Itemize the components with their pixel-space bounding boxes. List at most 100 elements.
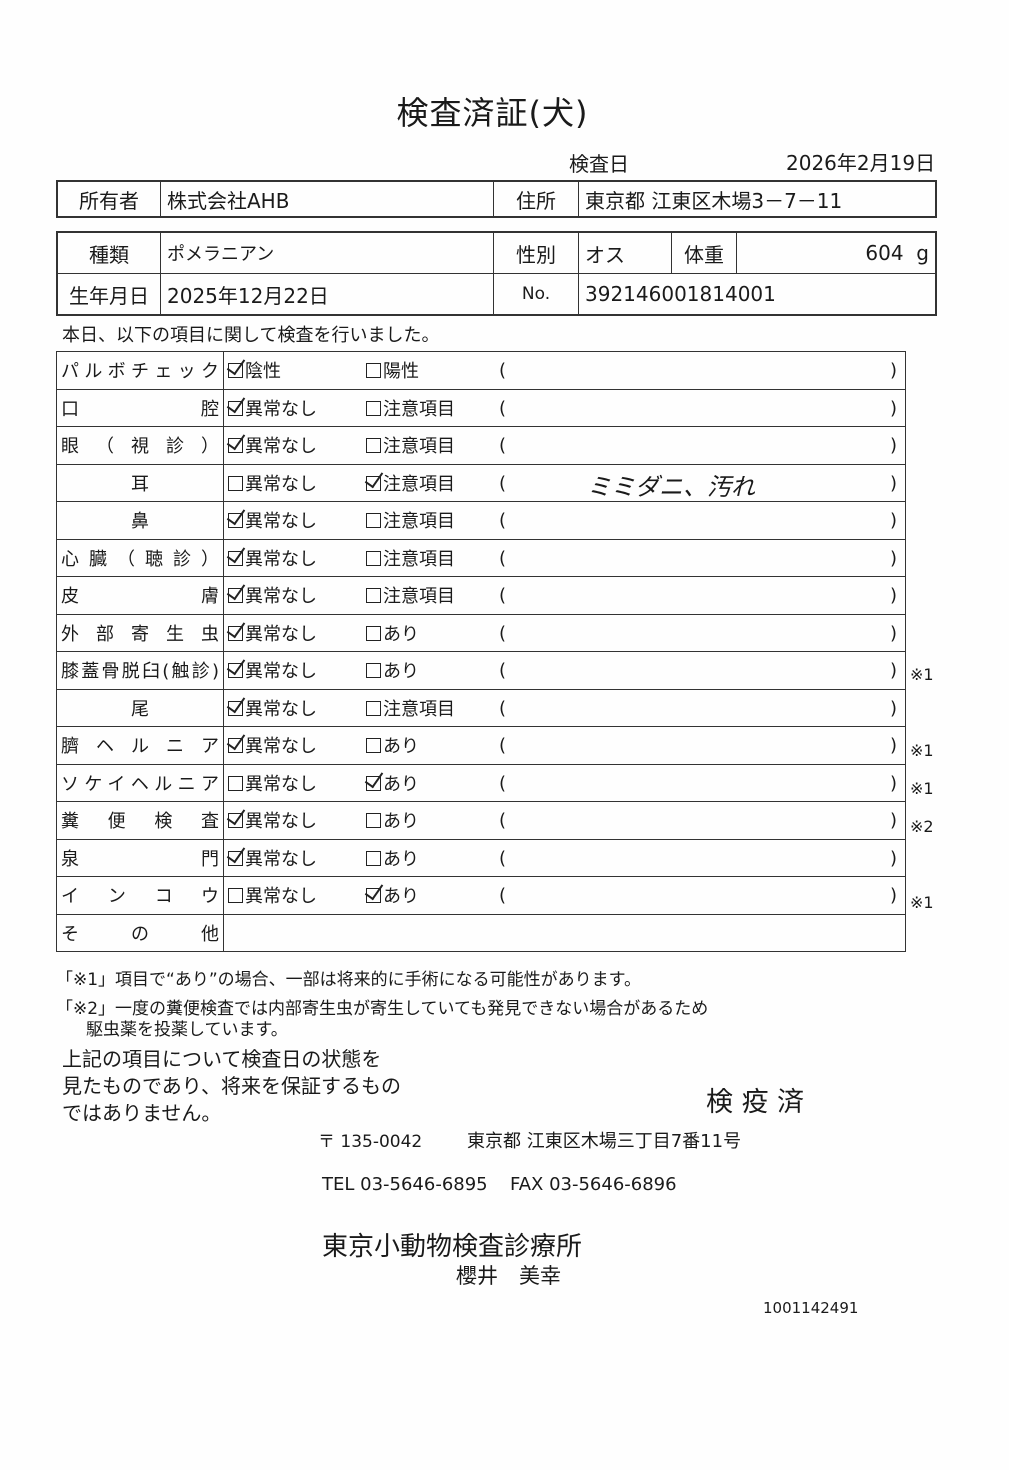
paren-close: ) [889, 547, 897, 569]
checked-checkbox-icon[interactable] [228, 625, 243, 641]
checkbox-icon[interactable] [366, 625, 381, 641]
footnote-1: 「※1」項目で“あり”の場合、一部は将来的に手術になる可能性があります。 [56, 970, 641, 990]
option-label: 異常なし [245, 886, 317, 908]
paren-open: ( [499, 772, 507, 794]
sex-value: オス [578, 231, 672, 274]
option-2[interactable]: あり [362, 651, 497, 690]
option-2[interactable]: あり [362, 613, 497, 652]
option-label: 注意項目 [383, 586, 455, 608]
checked-checkbox-icon[interactable] [228, 513, 243, 529]
checked-checkbox-icon[interactable] [228, 438, 243, 454]
checked-checkbox-icon[interactable] [228, 738, 243, 754]
option-1[interactable]: 異常なし [223, 876, 362, 915]
option-1[interactable]: 異常なし [223, 726, 362, 765]
checkbox-icon[interactable] [366, 550, 381, 566]
checkbox-icon[interactable] [228, 775, 243, 791]
option-2[interactable]: あり [362, 801, 497, 840]
checked-checkbox-icon[interactable] [228, 400, 243, 416]
checkbox-icon[interactable] [366, 738, 381, 754]
option-2[interactable]: あり [362, 763, 497, 802]
checked-checkbox-icon[interactable] [366, 775, 381, 791]
option-1[interactable]: 異常なし [223, 538, 362, 577]
checked-checkbox-icon[interactable] [228, 850, 243, 866]
checkbox-icon[interactable] [366, 813, 381, 829]
option-2[interactable]: 注意項目 [362, 688, 497, 727]
checkbox-icon[interactable] [366, 588, 381, 604]
footnote-mark: ※1 [910, 664, 934, 684]
checked-checkbox-icon[interactable] [228, 813, 243, 829]
checked-checkbox-icon[interactable] [228, 550, 243, 566]
owner-value: 株式会社AHB [160, 180, 494, 218]
option-1[interactable]: 異常なし [223, 613, 362, 652]
checked-checkbox-icon[interactable] [228, 363, 243, 379]
option-1[interactable]: 異常なし [223, 651, 362, 690]
intro-text: 本日、以下の項目に関して検査を行いました。 [62, 325, 440, 346]
option-2[interactable]: 陽性 [362, 351, 497, 390]
paren-close: ) [889, 622, 897, 644]
address-label: 住所 [493, 180, 579, 218]
paren-close: ) [889, 585, 897, 606]
option-1[interactable]: 異常なし [223, 388, 362, 427]
option-2[interactable]: 注意項目 [362, 463, 497, 502]
paren-open: ( [499, 735, 507, 756]
option-label: あり [383, 848, 419, 870]
option-2[interactable]: 注意項目 [362, 538, 497, 577]
checked-checkbox-icon[interactable] [228, 700, 243, 716]
option-1[interactable]: 異常なし [223, 426, 362, 465]
checked-checkbox-icon[interactable] [366, 888, 381, 904]
checkbox-icon[interactable] [228, 475, 243, 491]
item-label: 心臓（聴診） [56, 538, 224, 577]
option-2[interactable]: あり [362, 838, 497, 877]
option-label: あり [383, 623, 419, 645]
checkbox-icon[interactable] [228, 888, 243, 904]
option-1[interactable]: 異常なし [223, 763, 362, 802]
option-label: 異常なし [245, 773, 317, 795]
option-label: 注意項目 [383, 398, 455, 420]
option-2[interactable]: 注意項目 [362, 576, 497, 615]
checked-checkbox-icon[interactable] [228, 588, 243, 604]
item-label: ソケイヘルニア [56, 763, 224, 802]
handwritten-note: ミミダニ、汚れ [587, 472, 755, 501]
checked-checkbox-icon[interactable] [228, 663, 243, 679]
note-cell: () [497, 726, 906, 765]
paren-close: ) [889, 510, 897, 531]
option-label: 異常なし [245, 473, 317, 495]
clinic-tel: TEL 03-5646-6895 [322, 1174, 488, 1195]
checkbox-icon[interactable] [366, 363, 381, 379]
checked-checkbox-icon[interactable] [366, 475, 381, 491]
paren-close: ) [889, 847, 897, 869]
inspection-row: 口腔 異常なし 注意項目 () [56, 388, 906, 427]
item-label: 外部寄生虫 [56, 613, 224, 652]
option-1[interactable]: 異常なし [223, 801, 362, 840]
option-1[interactable]: 陰性 [223, 351, 362, 390]
option-2[interactable]: あり [362, 876, 497, 915]
option-1[interactable]: 異常なし [223, 688, 362, 727]
item-label: 臍ヘルニア [56, 726, 224, 765]
inspection-row: 泉門 異常なし あり () [56, 838, 906, 877]
item-label: 鼻 [56, 501, 224, 540]
checkbox-icon[interactable] [366, 700, 381, 716]
disclaimer-line: ではありません。 [62, 1101, 222, 1125]
note-cell: () [497, 688, 906, 727]
option-2[interactable]: 注意項目 [362, 501, 497, 540]
item-label: 眼（視診） [56, 426, 224, 465]
option-label: 陽性 [383, 361, 419, 383]
paren-close: ) [889, 735, 897, 756]
option-2[interactable]: 注意項目 [362, 426, 497, 465]
option-2[interactable]: 注意項目 [362, 388, 497, 427]
checkbox-icon[interactable] [366, 513, 381, 529]
option-1[interactable]: 異常なし [223, 463, 362, 502]
checkbox-icon[interactable] [366, 850, 381, 866]
exam-date-label: 検査日 [569, 152, 629, 176]
option-2[interactable]: あり [362, 726, 497, 765]
option-1[interactable]: 異常なし [223, 501, 362, 540]
checkbox-icon[interactable] [366, 438, 381, 454]
checkbox-icon[interactable] [366, 400, 381, 416]
paren-close: ) [889, 810, 897, 831]
footnote-2: 「※2」一度の糞便検査では内部寄生虫が寄生していても発見できない場合があるため [56, 999, 709, 1019]
checkbox-icon[interactable] [366, 663, 381, 679]
item-label: その他 [56, 913, 224, 952]
inspection-row: 鼻 異常なし 注意項目 () [56, 501, 906, 540]
option-1[interactable]: 異常なし [223, 838, 362, 877]
option-1[interactable]: 異常なし [223, 576, 362, 615]
